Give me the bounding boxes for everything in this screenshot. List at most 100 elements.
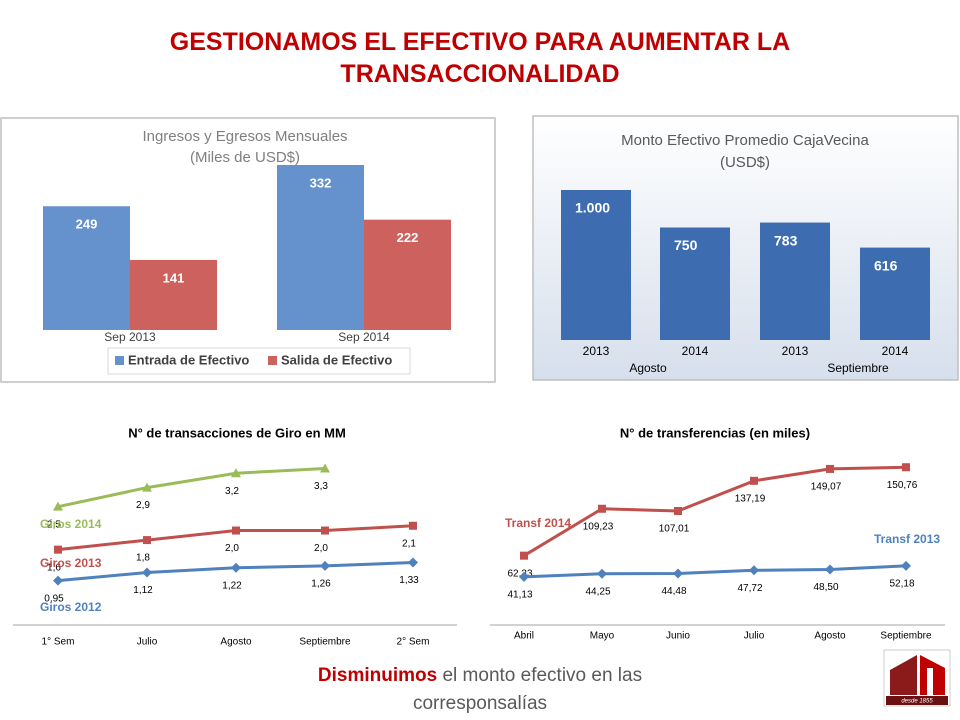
value-label: 44,25 [585, 586, 610, 597]
series-label: Giros 2014 [40, 517, 102, 531]
chart-subtitle: (USD$) [720, 154, 770, 171]
value-label: 2,5 [47, 519, 61, 530]
x-tick-label: 2014 [682, 344, 709, 358]
slide-title: GESTIONAMOS EL EFECTIVO PARA AUMENTAR LA… [169, 28, 791, 88]
value-label: 3,3 [314, 481, 328, 492]
value-label: 2,0 [314, 543, 328, 554]
legend-label: Entrada de Efectivo [128, 352, 249, 367]
x-tick-label: 2° Sem [397, 637, 430, 648]
point [231, 468, 241, 478]
point [142, 482, 152, 492]
chart-subtitle: (Miles de USD$) [190, 149, 300, 166]
point [321, 526, 329, 535]
value-label: 149,07 [811, 482, 842, 493]
value-label: 48,50 [813, 582, 838, 593]
value-label: 109,23 [583, 521, 614, 532]
bar [277, 165, 364, 330]
value-label: 0,95 [44, 593, 64, 604]
point [54, 545, 62, 554]
value-label: 2,9 [136, 500, 150, 511]
value-label: 150,76 [887, 480, 918, 491]
line [523, 465, 907, 557]
x-tick-label: Sep 2014 [338, 330, 390, 344]
value-label: 1,12 [133, 585, 153, 596]
series-label: Transf 2013 [874, 532, 940, 546]
value-label: 332 [310, 175, 332, 190]
line [523, 564, 907, 579]
x-tick-label: 1° Sem [42, 637, 75, 648]
x-tick-label: Agosto [814, 631, 846, 642]
value-label: 1,6 [47, 562, 61, 573]
value-label: 249 [76, 217, 98, 232]
x-tick-label: Julio [137, 637, 158, 648]
point [320, 463, 330, 473]
value-label: 222 [397, 230, 419, 245]
point [53, 575, 63, 586]
x-tick-label: Mayo [590, 631, 615, 642]
logo-text: desde 1855 [901, 699, 933, 705]
x-tick-label: Julio [744, 631, 765, 642]
point [320, 560, 330, 571]
value-label: 1.000 [575, 200, 610, 216]
bar [364, 219, 451, 330]
value-label: 616 [874, 257, 898, 273]
legend-swatch [115, 356, 124, 365]
point [519, 571, 529, 582]
value-label: 1,8 [136, 553, 150, 564]
point [825, 564, 835, 575]
point [408, 557, 418, 568]
point [749, 565, 759, 576]
point [674, 506, 682, 515]
line [57, 467, 326, 509]
bar [561, 190, 631, 340]
point [598, 504, 606, 513]
point [142, 567, 152, 578]
value-label: 1,33 [399, 575, 419, 586]
logo [883, 649, 951, 707]
value-label: 1,26 [311, 579, 331, 590]
value-label: 2,0 [225, 543, 239, 554]
point [232, 526, 240, 535]
bar [760, 222, 830, 340]
point [53, 501, 63, 511]
value-label: 41,13 [507, 590, 532, 601]
footer: Disminuimos el monto efectivo en las cor… [270, 662, 690, 718]
x-tick-label: Septiembre [299, 637, 351, 648]
chart-title: N° de transferencias (en miles) [620, 425, 810, 440]
point [826, 464, 834, 473]
point [901, 560, 911, 571]
value-label: 783 [774, 232, 798, 248]
chart-title: N° de transacciones de Giro en MM [128, 425, 346, 440]
group-label: Agosto [629, 361, 667, 375]
x-tick-label: Junio [666, 631, 690, 642]
bar [860, 247, 930, 340]
legend-label: Salida de Efectivo [281, 352, 392, 367]
value-label: 141 [163, 270, 185, 285]
value-label: 107,01 [659, 524, 690, 535]
point [231, 562, 241, 573]
legend-box [107, 347, 411, 375]
footer-highlight: Disminuimos [317, 665, 438, 686]
series-label: Giros 2013 [40, 556, 102, 570]
value-label: 2,1 [402, 538, 416, 549]
value-label: 62,33 [507, 568, 532, 579]
x-tick-label: 2013 [782, 344, 809, 358]
chart-title: Ingresos y Egresos Mensuales [142, 128, 347, 145]
x-tick-label: Septiembre [880, 631, 932, 642]
point [902, 463, 910, 472]
footer-text: el monto efectivo en las corresponsalías [412, 665, 643, 714]
point [673, 568, 683, 579]
point [409, 521, 417, 530]
series-label: Giros 2012 [40, 600, 102, 614]
x-tick-label: 2014 [882, 344, 909, 358]
x-tick-label: Abril [514, 631, 534, 642]
value-label: 47,72 [737, 583, 762, 594]
point [143, 536, 151, 545]
value-label: 1,22 [222, 580, 242, 591]
value-label: 52,18 [889, 578, 914, 589]
chart-title: Monto Efectivo Promedio CajaVecina [621, 132, 869, 149]
bar [43, 206, 130, 330]
series-label: Transf 2014 [505, 516, 571, 530]
